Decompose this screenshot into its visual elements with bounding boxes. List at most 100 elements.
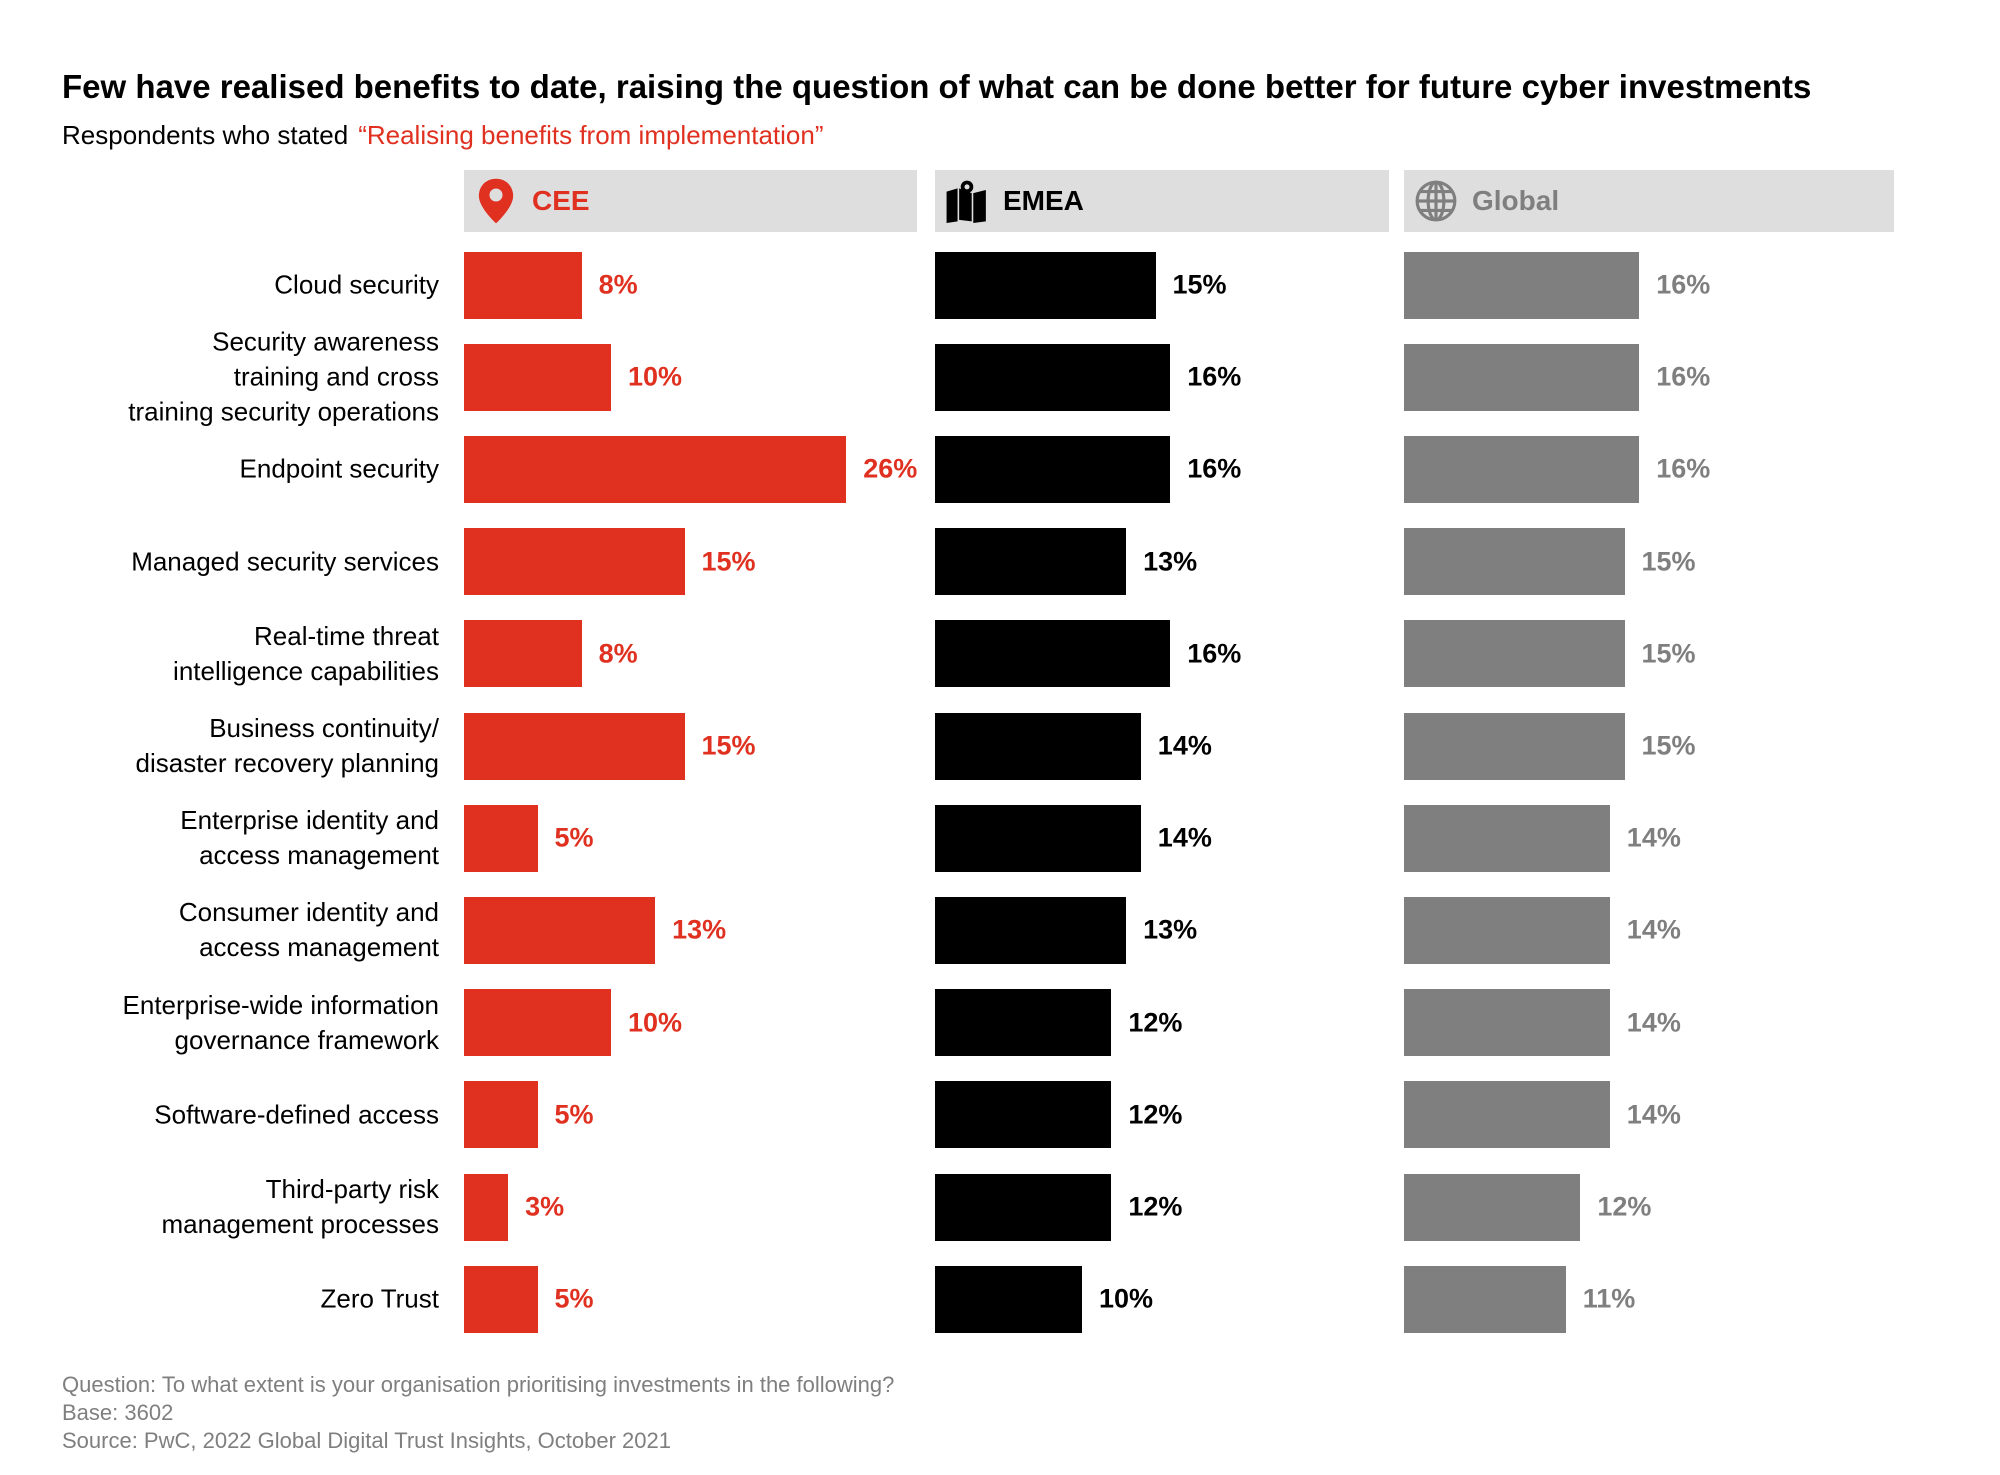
category-label-line: Third-party risk bbox=[265, 1174, 439, 1204]
bar-global bbox=[1404, 804, 1610, 872]
category-label-line: intelligence capabilities bbox=[173, 655, 439, 686]
bar-cee bbox=[464, 620, 582, 688]
value-label-global: 16% bbox=[1656, 269, 1711, 300]
category-label-line: Consumer identity and bbox=[178, 897, 439, 928]
value-label-cee: 26% bbox=[863, 453, 918, 484]
value-label-global: 14% bbox=[1626, 1099, 1681, 1130]
category-label: Third-party risk management processes bbox=[19, 1172, 439, 1242]
category-label: Endpoint security bbox=[19, 452, 439, 487]
value-label-global: 14% bbox=[1626, 822, 1681, 853]
value-label-emea: 10% bbox=[1099, 1283, 1154, 1314]
value-label-global: 14% bbox=[1626, 914, 1681, 945]
value-label-cee: 13% bbox=[672, 914, 727, 945]
bar-cee bbox=[464, 804, 538, 872]
value-label-emea: 13% bbox=[1143, 546, 1198, 577]
value-label-emea: 12% bbox=[1128, 1099, 1183, 1130]
bar-cee bbox=[464, 1081, 538, 1149]
category-label-line: disaster recovery planning bbox=[135, 748, 440, 778]
category-label-line: training and cross bbox=[233, 361, 439, 392]
bar-cee bbox=[464, 712, 685, 780]
footnote-question: Question: To what extent is your organis… bbox=[62, 1372, 895, 1397]
chart-subtitle: Respondents who stated “Realising benefit… bbox=[62, 120, 824, 151]
bar-global bbox=[1404, 712, 1625, 780]
bar-global bbox=[1404, 251, 1640, 319]
value-label-emea: 12% bbox=[1128, 1007, 1183, 1038]
value-label-global: 16% bbox=[1656, 361, 1711, 392]
bar-cee bbox=[464, 896, 656, 964]
bar-global bbox=[1404, 1081, 1610, 1149]
value-label-emea: 16% bbox=[1187, 453, 1242, 484]
value-label-emea: 15% bbox=[1172, 269, 1227, 300]
value-label-cee: 8% bbox=[598, 269, 638, 300]
value-label-global: 15% bbox=[1641, 730, 1696, 761]
category-label-line: access management bbox=[199, 932, 439, 963]
category-label-line: Software-defined access bbox=[154, 1099, 439, 1130]
bar-emea bbox=[935, 989, 1112, 1057]
category-label: Enterprise-wide information governance fr… bbox=[19, 988, 439, 1058]
category-label: Enterprise identity and access management bbox=[19, 803, 439, 873]
category-label: Cloud security bbox=[19, 268, 439, 303]
category-label-line: Zero Trust bbox=[320, 1283, 439, 1314]
category-label-line: Enterprise identity and bbox=[180, 805, 439, 836]
chart-title: Few have realised benefits to date, rais… bbox=[62, 68, 1812, 105]
subtitle-quote: “Realising benefits from implementation” bbox=[358, 120, 824, 150]
value-label-global: 15% bbox=[1641, 546, 1696, 577]
value-label-emea: 14% bbox=[1157, 822, 1212, 853]
bar-cee bbox=[464, 435, 847, 503]
bar-emea bbox=[935, 1173, 1112, 1241]
value-label-emea: 14% bbox=[1157, 730, 1212, 761]
bar-cee bbox=[464, 1173, 509, 1241]
footnote-base: Base: 3602 bbox=[62, 1400, 174, 1425]
map-icon bbox=[945, 177, 1003, 225]
category-label-line: training security operations bbox=[128, 396, 439, 427]
value-label-cee: 5% bbox=[554, 1099, 594, 1130]
value-label-cee: 10% bbox=[628, 361, 683, 392]
value-label-global: 15% bbox=[1641, 638, 1696, 669]
bar-cee bbox=[464, 251, 582, 319]
bar-cee bbox=[464, 1265, 538, 1333]
bar-emea bbox=[935, 620, 1171, 688]
bar-global bbox=[1404, 528, 1625, 596]
bar-global bbox=[1404, 896, 1610, 964]
value-label-cee: 10% bbox=[628, 1007, 683, 1038]
value-label-emea: 16% bbox=[1187, 638, 1242, 669]
category-label-line: Security awareness bbox=[212, 326, 439, 357]
category-label: Software-defined access bbox=[19, 1097, 439, 1132]
series-header-emea: EMEA bbox=[935, 170, 1389, 232]
category-label: Consumer identity and access management bbox=[19, 895, 439, 965]
subtitle-text: Respondents who stated bbox=[62, 120, 349, 150]
value-label-cee: 8% bbox=[598, 638, 638, 669]
series-header-cee: CEE bbox=[464, 170, 917, 232]
category-label-line: Business continuity/ bbox=[209, 713, 439, 743]
value-label-emea: 12% bbox=[1128, 1191, 1183, 1222]
value-label-cee: 3% bbox=[525, 1191, 565, 1222]
value-label-global: 14% bbox=[1626, 1007, 1681, 1038]
bar-emea bbox=[935, 435, 1171, 503]
value-label-cee: 5% bbox=[554, 822, 594, 853]
series-name: Global bbox=[1472, 185, 1560, 216]
value-label-cee: 15% bbox=[701, 546, 756, 577]
bar-global bbox=[1404, 1173, 1581, 1241]
globe-icon bbox=[1414, 177, 1472, 225]
value-label-global: 16% bbox=[1656, 453, 1711, 484]
value-label-cee: 15% bbox=[701, 730, 756, 761]
value-label-global: 11% bbox=[1582, 1283, 1636, 1314]
bar-emea bbox=[935, 1265, 1082, 1333]
value-label-cee: 5% bbox=[554, 1283, 594, 1314]
category-label-line: access management bbox=[199, 840, 439, 871]
bar-global bbox=[1404, 989, 1610, 1057]
series-name: CEE bbox=[532, 185, 590, 216]
category-label-line: Real-time threat bbox=[254, 620, 439, 651]
category-label-line: management processes bbox=[161, 1209, 439, 1239]
category-label-line: Enterprise-wide information bbox=[122, 989, 439, 1020]
series-name: EMEA bbox=[1003, 185, 1084, 216]
category-label: Real-time threat intelligence capabilitie… bbox=[19, 619, 439, 689]
value-label-emea: 16% bbox=[1187, 361, 1242, 392]
category-label: Managed security services bbox=[19, 544, 439, 579]
bar-emea bbox=[935, 1081, 1112, 1149]
bar-emea bbox=[935, 251, 1156, 319]
bar-emea bbox=[935, 712, 1141, 780]
map-pin-icon bbox=[474, 177, 532, 225]
series-header-global: Global bbox=[1404, 170, 1894, 232]
category-label: Zero Trust bbox=[19, 1282, 439, 1317]
